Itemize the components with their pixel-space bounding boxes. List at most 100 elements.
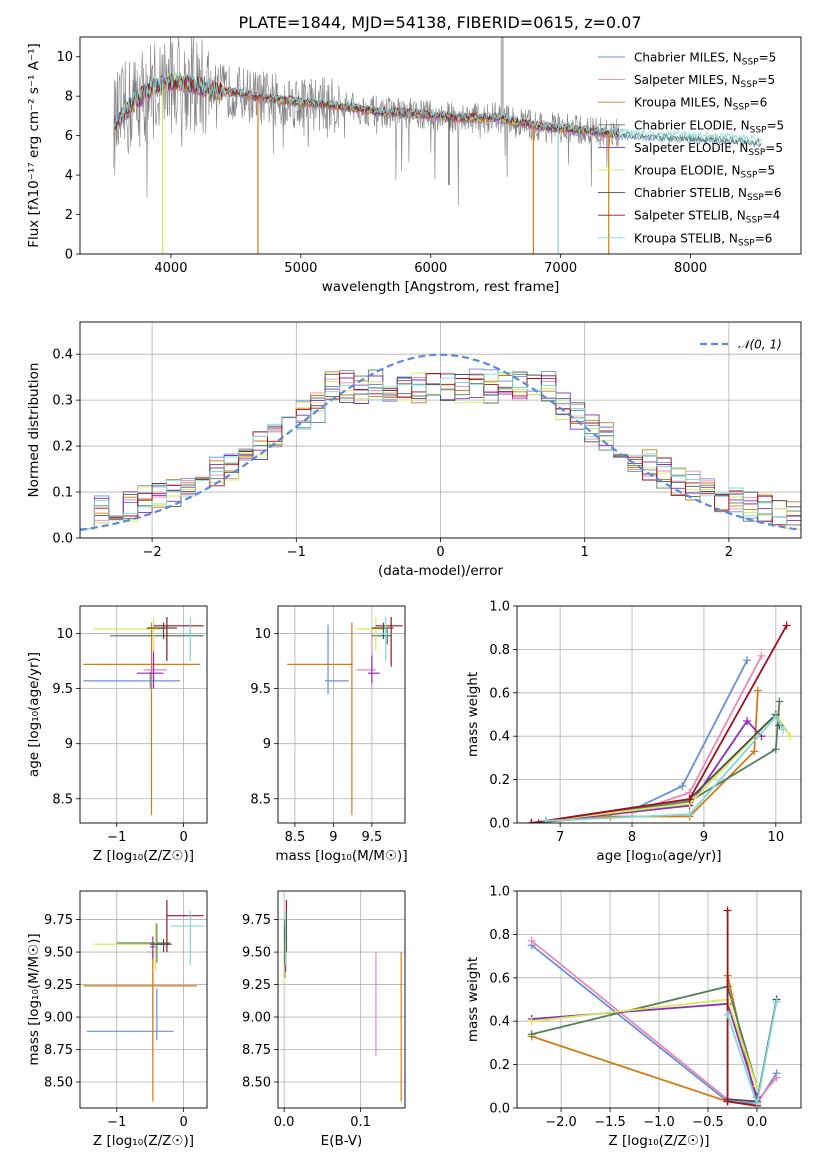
y-axis-label: mass weight <box>465 957 481 1042</box>
x-tick-label: −0.5 <box>692 1115 724 1130</box>
plot-area-spectrum <box>113 37 762 254</box>
x-tick-label: 0 <box>436 545 444 560</box>
legend-entry: Chabrier ELODIE, NSSP=5 <box>634 118 784 135</box>
y-tick-label: 0.4 <box>489 1015 510 1030</box>
weight-marker <box>743 717 752 726</box>
weight-marker <box>779 725 788 734</box>
legend-entry: Kroupa MILES, NSSP=6 <box>634 96 767 113</box>
legend-count: =5 <box>766 118 784 132</box>
y-tick-label: 10 <box>56 50 73 65</box>
legend-entry: Kroupa ELODIE, NSSP=5 <box>634 164 775 181</box>
axes-frame <box>516 605 802 824</box>
panel-weight-vs-Z: −2.0 −1.5 −1.0 −0.5 0.0 0.0 0.2 0.4 0.6 0.8 1.0 Z [… <box>465 885 802 1149</box>
x-tick-label: 9 <box>700 830 708 845</box>
y-tick-label: 9.00 <box>242 1011 271 1026</box>
legend-entry: Salpeter ELODIE, NSSP=5 <box>634 141 783 158</box>
x-tick-label: 7000 <box>544 261 577 276</box>
x-tick-label: 9.5 <box>362 830 383 845</box>
legend-text: Kroupa STELIB, N <box>634 231 738 245</box>
legend-entry: Chabrier MILES, NSSP=5 <box>634 51 776 68</box>
legend-text: Chabrier ELODIE, N <box>634 118 750 132</box>
weight-marker <box>527 819 536 823</box>
weight-marker <box>678 782 687 791</box>
y-tick-label: 2 <box>65 208 73 223</box>
axes-frame <box>277 605 406 824</box>
x-tick-label: 9 <box>329 830 337 845</box>
x-axis-label: Z [log₁₀(Z/Z☉)] <box>93 848 194 864</box>
histogram-series-8 <box>80 372 801 538</box>
weight-marker <box>723 906 732 915</box>
y-tick-label: 0 <box>65 248 73 263</box>
y-tick-label: 9.5 <box>250 682 271 697</box>
legend-subscript: SSP <box>747 193 764 203</box>
legend-text: Salpeter STELIB, N <box>634 209 746 223</box>
y-tick-label: 9.75 <box>44 913 73 928</box>
y-tick-label: 9 <box>263 737 271 752</box>
panel-mass-vs-EBV: 0.0 0.1 8.50 8.75 9.00 9.25 9.50 9.75 E(B-V) <box>242 890 406 1149</box>
weight-marker <box>771 712 780 721</box>
weight-marker <box>685 795 694 804</box>
y-tick-label: 0.0 <box>52 532 73 547</box>
weight-marker <box>527 936 536 945</box>
y-tick-label: 9.25 <box>44 978 73 993</box>
y-tick-label: 1.0 <box>489 885 510 900</box>
figure-title: PLATE=1844, MJD=54138, FIBERID=0615, z=0… <box>238 13 641 32</box>
x-tick-label: 1 <box>581 545 589 560</box>
panel-age-vs-mass: 8.5 9 9.5 8.5 9 9.5 10 mass [log₁₀(M/M☉)] <box>250 605 408 864</box>
x-axis-label: mass [log₁₀(M/M☉)] <box>275 848 407 864</box>
weight-marker <box>757 651 766 660</box>
weight-marker <box>743 656 752 665</box>
y-tick-label: 6 <box>65 129 73 144</box>
legend-text: Salpeter MILES, N <box>634 73 741 87</box>
panel-weight-vs-age: 7 8 9 10 0.0 0.2 0.4 0.6 0.8 1.0 age [log₁₀(age/yr… <box>465 600 802 864</box>
weight-marker <box>771 745 780 754</box>
weight-marker <box>527 1017 536 1026</box>
y-tick-label: 9.5 <box>52 682 73 697</box>
weight-marker <box>753 686 762 695</box>
y-tick-label: 9.50 <box>242 946 271 961</box>
legend-subscript: SSP <box>748 148 765 158</box>
legend-entry: Salpeter MILES, NSSP=5 <box>634 73 775 90</box>
y-tick-label: 9.00 <box>44 1011 73 1026</box>
axes-frame <box>79 890 208 1109</box>
weight-marker <box>772 997 781 1006</box>
weight-marker <box>534 819 543 823</box>
weight-marker <box>723 1010 732 1019</box>
weight-marker <box>782 621 791 630</box>
x-tick-label: 2 <box>725 545 733 560</box>
plot-area-age-vs-mass <box>278 606 405 823</box>
legend-count: =6 <box>755 231 773 245</box>
y-axis-label: mass weight <box>465 672 481 757</box>
panel-residuals: −2 −1 0 1 2 0.0 0.1 0.2 0.3 0.4 (data-model)/error… <box>26 321 802 579</box>
y-tick-label: 0.1 <box>52 486 73 501</box>
legend-text: Kroupa ELODIE, N <box>634 164 741 178</box>
y-tick-label: 9.25 <box>242 978 271 993</box>
axes-frame <box>79 321 802 539</box>
plot-area-weight-vs-age <box>517 606 801 823</box>
weight-marker <box>723 1097 732 1106</box>
y-tick-label: 10 <box>56 627 73 642</box>
x-tick-label: 8 <box>628 830 636 845</box>
x-tick-label: −1.0 <box>643 1115 675 1130</box>
legend-count: =6 <box>750 96 768 110</box>
normal-curve <box>80 353 801 531</box>
x-axis-label: E(B-V) <box>321 1133 363 1149</box>
y-tick-label: 8.5 <box>250 792 271 807</box>
axes-frame <box>277 890 406 1109</box>
observed-spectrum <box>113 37 620 206</box>
x-tick-label: 4000 <box>154 261 187 276</box>
x-tick-label: 0 <box>179 1115 187 1130</box>
legend-text: Kroupa MILES, N <box>634 96 733 110</box>
y-tick-label: 0.2 <box>489 773 510 788</box>
weight-marker <box>750 747 759 756</box>
plot-area-weight-vs-Z <box>517 891 801 1108</box>
legend-entry: Chabrier STELIB, NSSP=6 <box>634 186 782 203</box>
axes-frame <box>79 605 208 824</box>
legend-count: =5 <box>759 51 777 65</box>
x-axis-label: age [log₁₀(age/yr)] <box>596 848 721 864</box>
weight-marker <box>527 1030 536 1039</box>
weight-series-4 <box>531 719 763 823</box>
legend-entry: Kroupa STELIB, NSSP=6 <box>634 231 772 248</box>
